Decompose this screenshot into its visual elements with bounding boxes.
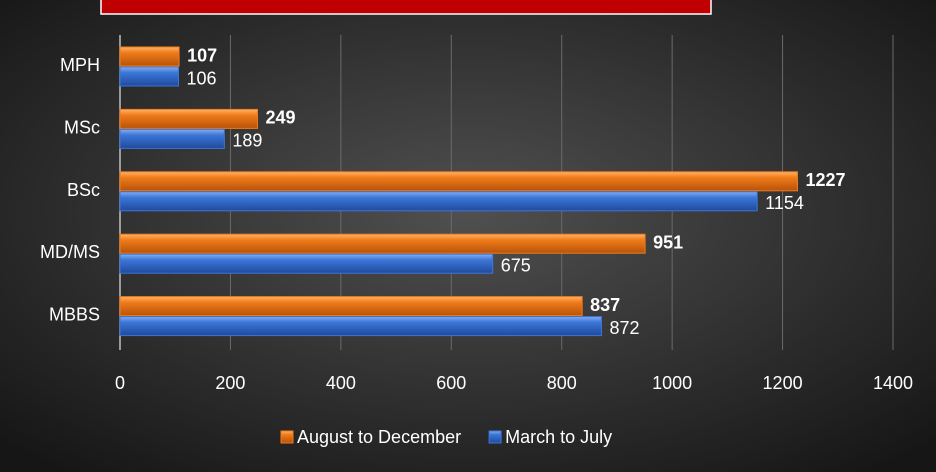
data-label: 1227 bbox=[805, 170, 845, 190]
bar bbox=[119, 316, 602, 337]
bar bbox=[119, 66, 180, 87]
y-tick-label: MD/MS bbox=[40, 242, 100, 262]
bar bbox=[119, 191, 758, 212]
data-label: 872 bbox=[609, 318, 639, 338]
legend-label: August to December bbox=[297, 427, 461, 447]
y-tick-label: MBBS bbox=[49, 305, 100, 325]
header-band bbox=[100, 0, 712, 15]
bar bbox=[119, 296, 583, 317]
bar bbox=[119, 171, 798, 192]
data-label: 107 bbox=[187, 45, 217, 65]
data-label: 106 bbox=[187, 68, 217, 88]
data-label: 951 bbox=[653, 232, 683, 252]
x-tick-label: 400 bbox=[326, 373, 356, 393]
data-label: 1154 bbox=[765, 193, 804, 213]
legend-marker bbox=[280, 430, 294, 444]
data-label: 837 bbox=[590, 295, 620, 315]
bar bbox=[119, 233, 646, 254]
bar bbox=[119, 108, 258, 129]
legend-marker bbox=[488, 430, 502, 444]
x-tick-label: 200 bbox=[215, 373, 245, 393]
x-tick-label: 800 bbox=[547, 373, 577, 393]
x-tick-label: 1200 bbox=[763, 373, 803, 393]
x-tick-label: 600 bbox=[436, 373, 466, 393]
x-tick-label: 1000 bbox=[652, 373, 692, 393]
y-tick-label: BSc bbox=[67, 180, 100, 200]
y-tick-label: MPH bbox=[60, 55, 100, 75]
x-tick-label: 1400 bbox=[873, 373, 913, 393]
legend-label: March to July bbox=[505, 427, 612, 447]
bar bbox=[119, 253, 494, 274]
y-tick-label: MSc bbox=[64, 117, 100, 137]
bar bbox=[119, 46, 180, 67]
data-label: 249 bbox=[265, 108, 295, 128]
data-label: 675 bbox=[501, 255, 531, 275]
data-label: 189 bbox=[232, 131, 262, 151]
x-tick-label: 0 bbox=[115, 373, 125, 393]
bar bbox=[119, 128, 225, 149]
